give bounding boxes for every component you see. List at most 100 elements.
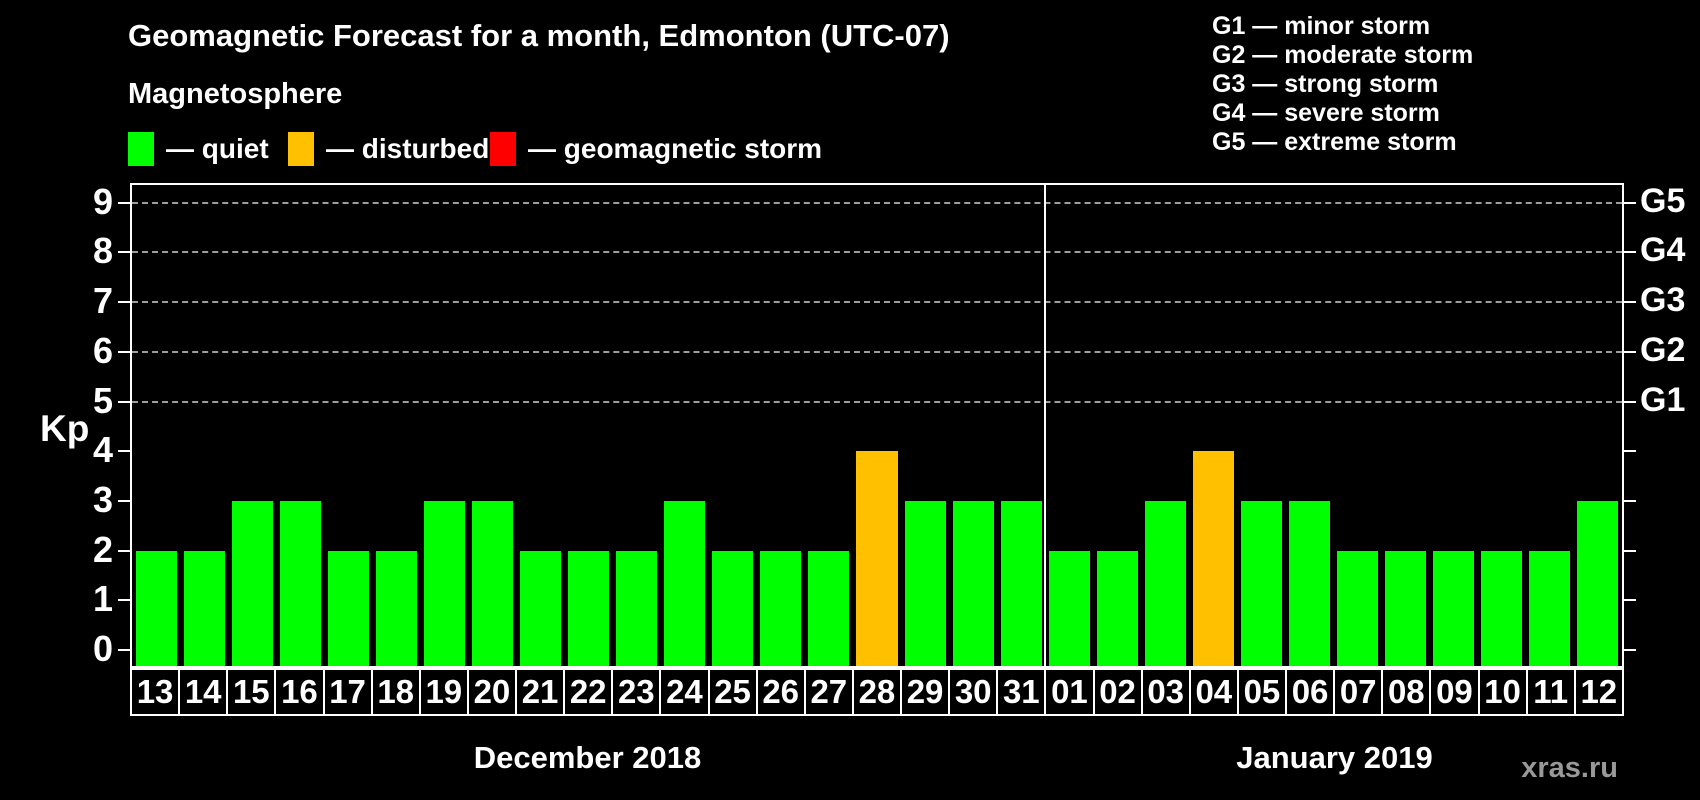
day-label-month1-05: 05 — [1236, 668, 1287, 716]
day-axis: 13 14 15 16 17 18 19 20 21 22 23 24 25 26 27 28 29 30 31 01… — [130, 668, 1624, 716]
gridline-kp6 — [132, 350, 1622, 353]
g-scale-label-g4: G4 — [1640, 231, 1686, 270]
day-label-month1-10: 10 — [1477, 668, 1528, 716]
bar-month0-day-16 — [279, 500, 321, 666]
bar-month0-day-26 — [760, 550, 802, 666]
kp-tick-left-3 — [118, 499, 130, 502]
legend-heading: Magnetosphere — [128, 78, 343, 110]
gridline-kp8 — [132, 251, 1622, 254]
day-label-month1-09: 09 — [1429, 668, 1480, 716]
kp-tick-label-4: 4 — [92, 429, 113, 471]
day-label-month0-26: 26 — [755, 668, 806, 716]
kp-tick-label-3: 3 — [92, 478, 113, 520]
kp-tick-label-6: 6 — [92, 329, 113, 371]
bar-month1-day-03 — [1144, 500, 1186, 666]
kp-tick-label-8: 8 — [92, 230, 113, 272]
day-label-month0-15: 15 — [226, 668, 277, 716]
kp-tick-left-2 — [118, 549, 130, 552]
quiet-color-swatch — [128, 132, 154, 166]
storm-scale-g2: G2 — moderate storm — [1212, 41, 1474, 69]
bar-month1-day-12 — [1577, 500, 1619, 666]
bar-month0-day-24 — [664, 500, 706, 666]
kp-tick-left-8 — [118, 251, 130, 254]
watermark: xras.ru — [1521, 752, 1618, 784]
gridline-kp5 — [132, 400, 1622, 403]
day-label-month1-07: 07 — [1333, 668, 1384, 716]
kp-tick-left-0 — [118, 649, 130, 651]
storm-scale-legend: G1 — minor storm G2 — moderate storm G3 … — [1212, 12, 1473, 157]
kp-tick-label-2: 2 — [92, 528, 113, 570]
kp-tick-right-9 — [1624, 201, 1636, 204]
kp-tick-label-9: 9 — [92, 180, 113, 222]
bar-month1-day-05 — [1240, 500, 1283, 666]
bar-month0-day-20 — [471, 500, 513, 666]
bar-month0-day-13 — [135, 550, 177, 666]
day-label-month0-28: 28 — [851, 668, 902, 716]
kp-tick-left-9 — [118, 201, 130, 204]
bar-month1-day-08 — [1385, 550, 1427, 666]
bar-month1-day-02 — [1096, 550, 1138, 666]
quiet-label: — quiet — [166, 133, 269, 164]
day-label-month1-08: 08 — [1381, 668, 1432, 716]
kp-axis-label: Kp — [40, 408, 90, 449]
kp-tick-label-1: 1 — [92, 578, 113, 620]
day-label-month0-13: 13 — [130, 668, 181, 716]
day-label-month0-31: 31 — [996, 668, 1047, 716]
kp-tick-right-4 — [1624, 450, 1636, 453]
bar-month1-day-07 — [1337, 550, 1379, 666]
day-label-month0-14: 14 — [178, 668, 229, 716]
storm-color-swatch — [490, 132, 516, 166]
kp-tick-right-0 — [1624, 649, 1636, 651]
kp-tick-right-8 — [1624, 251, 1636, 254]
kp-tick-right-3 — [1624, 499, 1636, 502]
day-label-month1-01: 01 — [1044, 668, 1095, 716]
kp-tick-label-0: 0 — [92, 628, 113, 669]
bar-month0-day-15 — [231, 500, 273, 666]
day-label-month0-18: 18 — [370, 668, 421, 716]
gridline-kp7 — [132, 301, 1622, 304]
g-scale-label-g3: G3 — [1640, 281, 1686, 320]
kp-tick-right-7 — [1624, 301, 1636, 304]
day-label-month1-02: 02 — [1092, 668, 1143, 716]
day-label-month0-17: 17 — [322, 668, 373, 716]
storm-scale-g3: G3 — strong storm — [1212, 70, 1439, 98]
kp-tick-label-5: 5 — [92, 379, 113, 421]
bar-month0-day-28 — [856, 451, 898, 666]
bar-month1-day-10 — [1481, 550, 1523, 666]
bar-month1-day-09 — [1433, 550, 1475, 666]
kp-tick-left-5 — [118, 400, 130, 403]
bar-month1-day-04 — [1192, 451, 1234, 666]
storm-label: — geomagnetic storm — [528, 133, 823, 164]
month-label-january: January 2019 — [1236, 740, 1433, 775]
day-label-month1-04: 04 — [1188, 668, 1239, 716]
g-scale-label-g1: G1 — [1640, 380, 1686, 419]
day-label-month0-19: 19 — [418, 668, 469, 716]
day-label-month0-23: 23 — [611, 668, 662, 716]
day-label-month1-11: 11 — [1525, 668, 1576, 716]
bar-month0-day-19 — [423, 500, 465, 666]
bar-month1-day-11 — [1529, 550, 1571, 666]
kp-tick-right-1 — [1624, 599, 1636, 602]
kp-tick-label-7: 7 — [92, 280, 113, 322]
kp-tick-right-6 — [1624, 350, 1636, 353]
kp-tick-right-2 — [1624, 549, 1636, 552]
bar-month0-day-14 — [183, 550, 225, 666]
bar-month0-day-21 — [520, 550, 562, 666]
bar-month0-day-18 — [375, 550, 417, 666]
gridline-kp9 — [132, 201, 1622, 204]
disturbed-label: — disturbed — [326, 133, 490, 164]
storm-scale-g1: G1 — minor storm — [1212, 12, 1431, 40]
bar-month1-day-06 — [1289, 500, 1331, 666]
bar-month0-day-30 — [952, 500, 994, 666]
bar-month0-day-23 — [616, 550, 658, 666]
kp-tick-right-5 — [1624, 400, 1636, 403]
disturbed-color-swatch — [288, 132, 314, 166]
day-label-month0-27: 27 — [803, 668, 854, 716]
day-label-month0-24: 24 — [659, 668, 710, 716]
day-label-month0-16: 16 — [274, 668, 325, 716]
day-label-month0-29: 29 — [900, 668, 951, 716]
storm-scale-g4: G4 — severe storm — [1212, 99, 1440, 127]
day-label-month1-12: 12 — [1573, 668, 1624, 716]
kp-tick-left-1 — [118, 599, 130, 602]
